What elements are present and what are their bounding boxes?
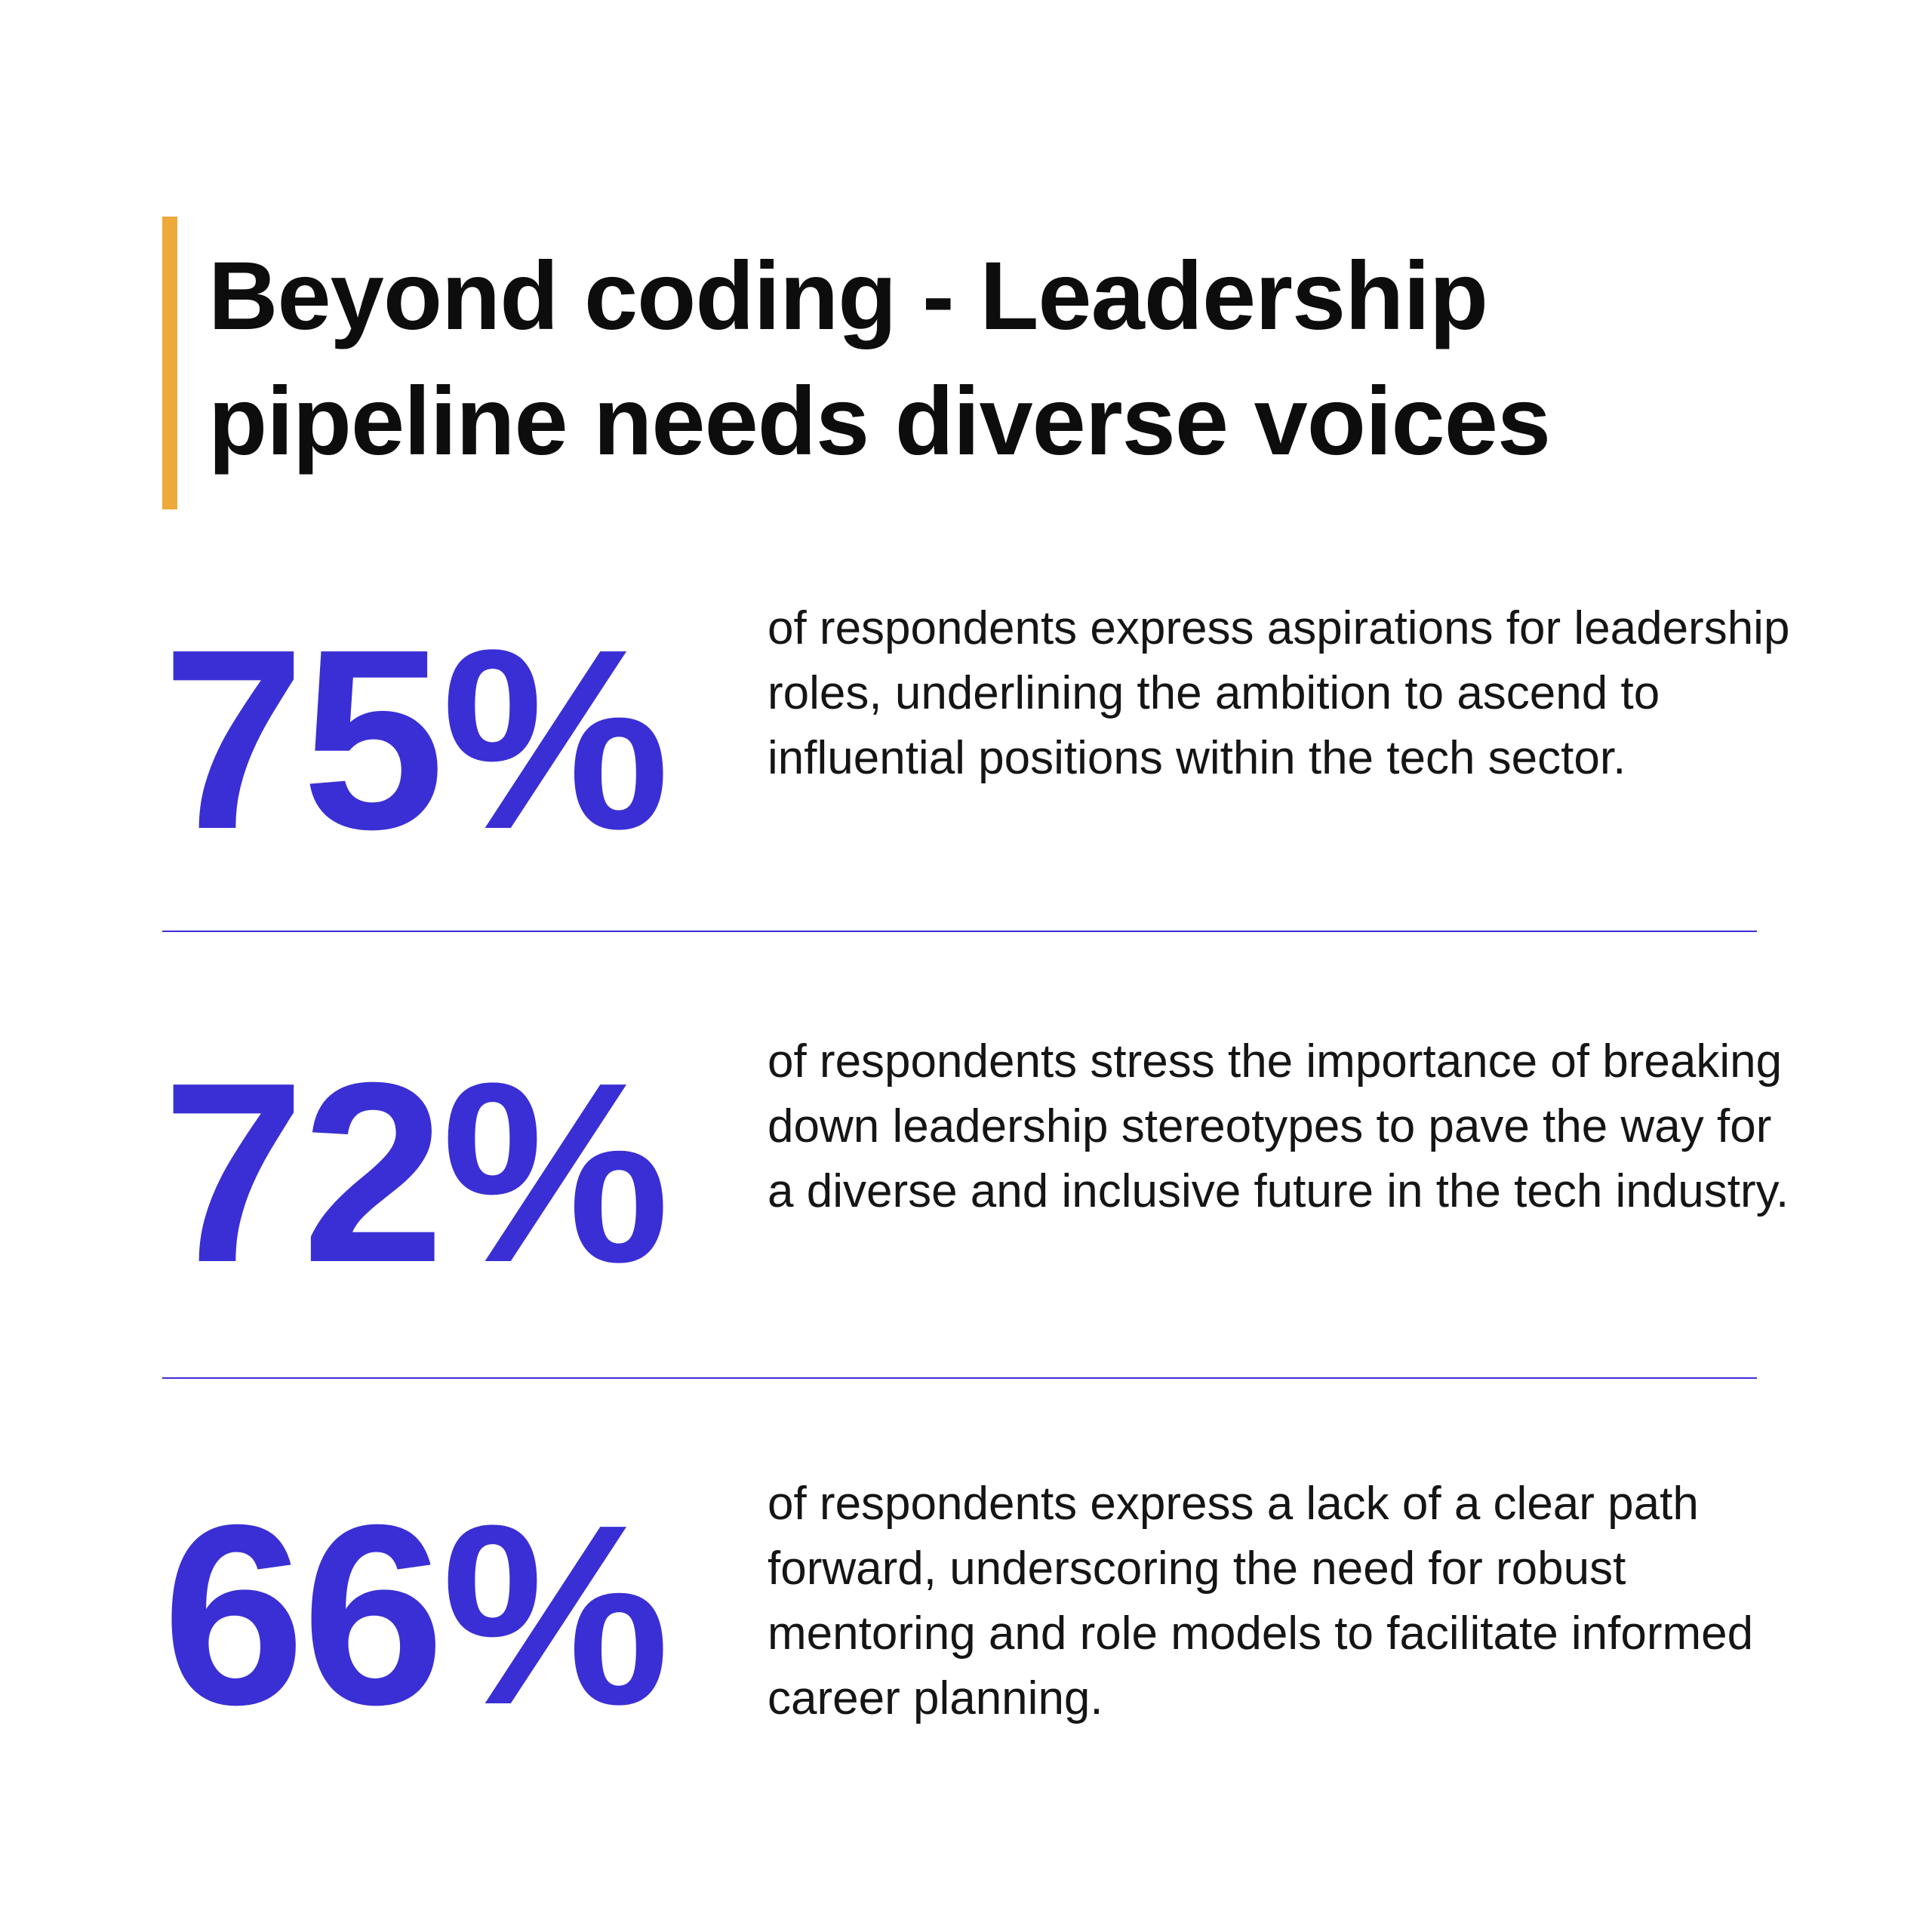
title-line-1: Beyond coding - Leadership: [208, 242, 1488, 350]
stat-description: of respondents stress the importance of …: [768, 1035, 1789, 1217]
title-line-2: pipeline needs diverse voices: [208, 368, 1551, 475]
stat-description: of respondents express a lack of a clear…: [768, 1478, 1754, 1724]
stat-description: of respondents express aspirations for l…: [768, 602, 1790, 784]
divider: [162, 931, 1757, 932]
title-accent-bar: [162, 217, 177, 509]
stat-value: 75%: [162, 596, 669, 883]
divider: [162, 1377, 1757, 1379]
page-title: Beyond coding - Leadership pipeline need…: [208, 234, 1551, 485]
stat-value: 66%: [162, 1472, 669, 1758]
stat-value: 72%: [162, 1029, 669, 1316]
